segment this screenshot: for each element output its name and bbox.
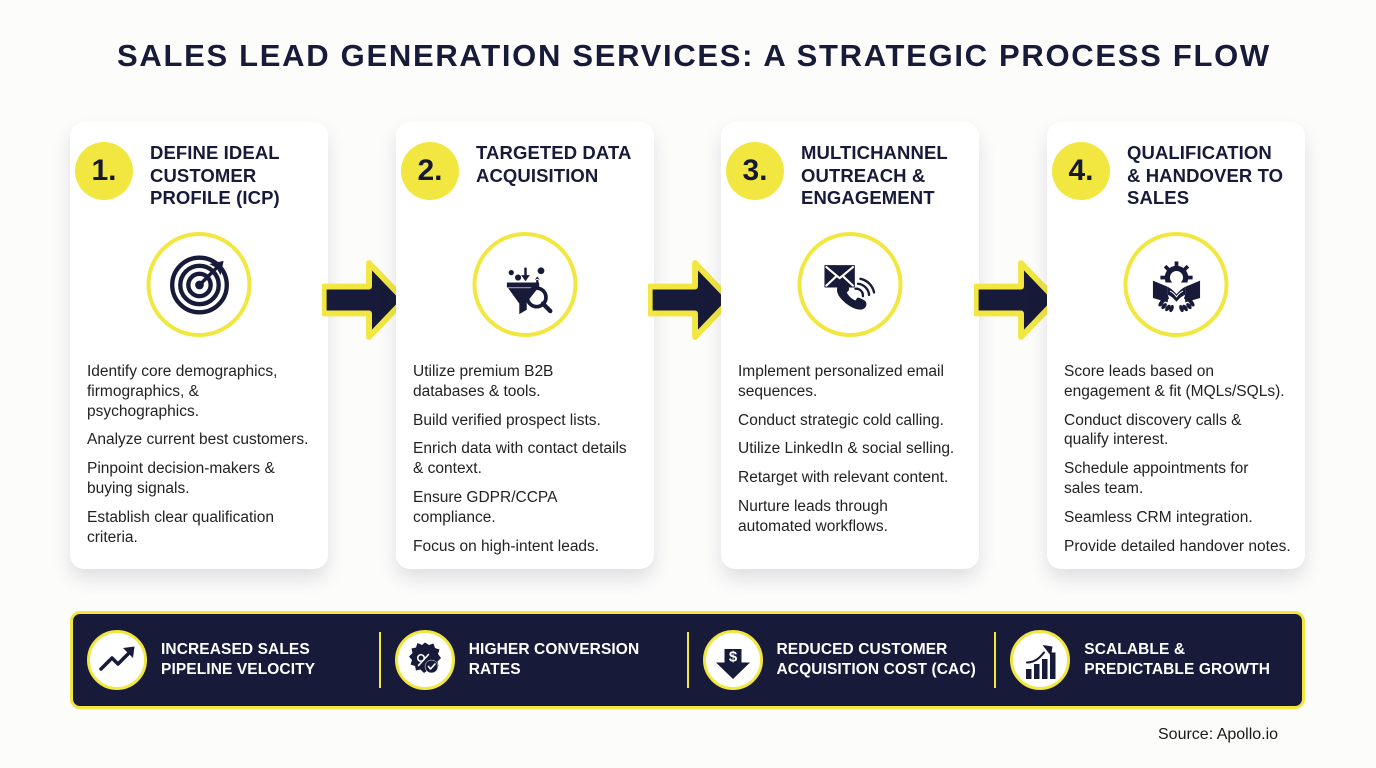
svg-text:$: $: [728, 649, 737, 666]
